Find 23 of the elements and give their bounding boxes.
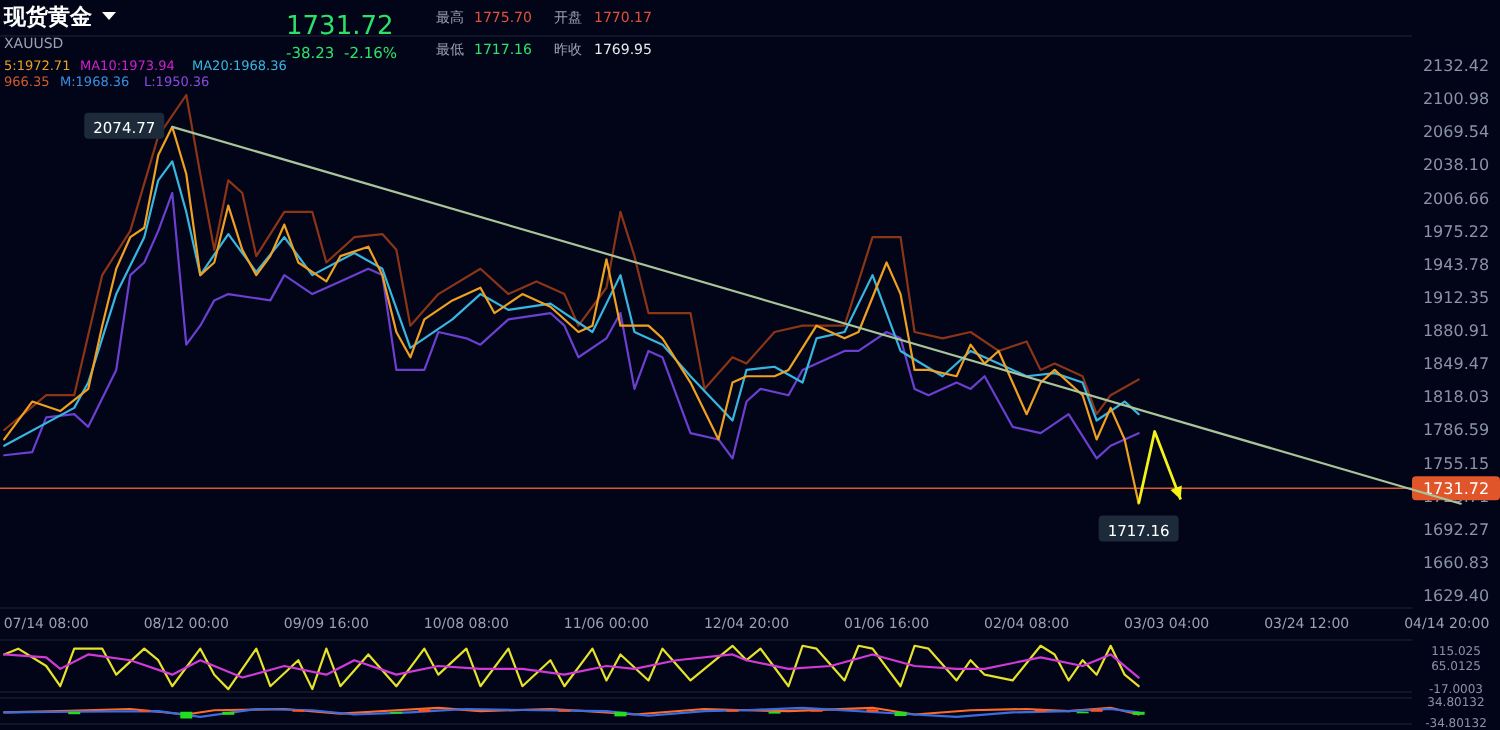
y-tick-label: 2100.98: [1422, 90, 1490, 109]
annotation: 1731.72: [286, 12, 394, 42]
y-tick-label: 1849.47: [1422, 355, 1490, 374]
y-tick-label: 1943.78: [1422, 255, 1490, 274]
y-tick-label: 2038.10: [1422, 156, 1490, 175]
y-tick-label: 1629.40: [1422, 586, 1490, 605]
y-tick-label: 1660.83: [1422, 553, 1490, 572]
line-series: [3, 125, 1140, 505]
line-series: [3, 644, 1140, 691]
y-tick-label: 2006.66: [1422, 189, 1490, 208]
y-tick-label: 1880.91: [1422, 322, 1490, 341]
ref-line-label: 1731.72: [1422, 480, 1490, 499]
y-tick-label: 1912.35: [1422, 288, 1490, 307]
y-tick-label: 2069.54: [1422, 123, 1490, 142]
y-tick-label: 2132.42: [1422, 57, 1490, 76]
y-tick-label: 1692.27: [1422, 520, 1490, 539]
y-tick-label: 1975.22: [1422, 222, 1490, 241]
chart-title: 现货黄金: [2, 4, 94, 30]
line-series: [3, 93, 1140, 432]
y-tick-label: 1755.15: [1422, 454, 1490, 473]
line-series: [3, 653, 1140, 679]
y-tick-label: 1818.03: [1422, 388, 1490, 407]
y-tick-label: 1786.59: [1422, 421, 1490, 440]
